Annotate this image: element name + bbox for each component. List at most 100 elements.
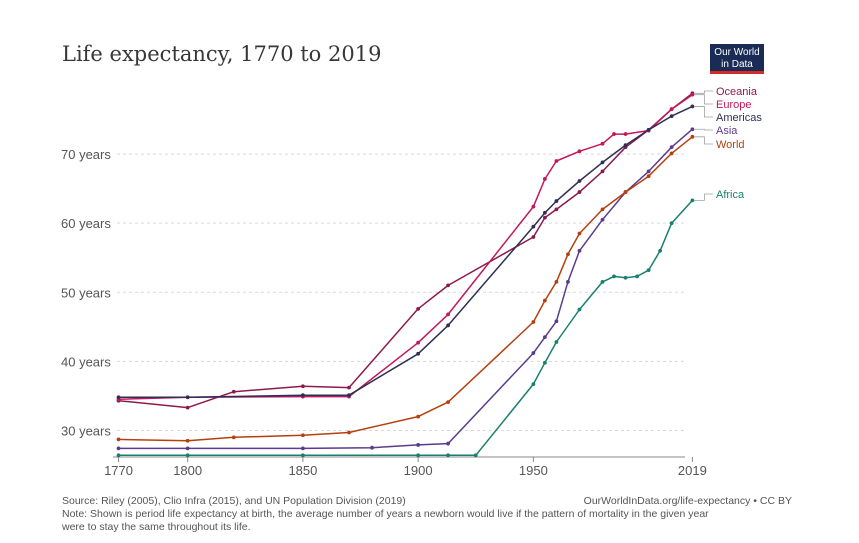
data-point-americas[interactable] [347,393,351,398]
data-point-asia[interactable] [300,446,305,451]
legend-world[interactable]: World [716,139,745,151]
data-point-asia[interactable] [600,217,605,222]
legend-africa[interactable]: Africa [716,189,745,201]
data-point-asia[interactable] [542,335,547,340]
data-point-asia[interactable] [531,351,536,355]
data-point-world[interactable] [690,134,695,139]
data-point-africa[interactable] [600,279,605,284]
data-point-asia[interactable] [554,319,559,324]
data-point-africa[interactable] [577,307,582,312]
legend-europe[interactable]: Europe [716,99,751,111]
data-point-world[interactable] [542,298,547,303]
data-point-africa[interactable] [416,453,421,458]
data-point-world[interactable] [577,231,582,236]
data-point-americas[interactable] [300,393,305,398]
series-line-europe[interactable] [118,94,693,401]
data-point-world[interactable] [116,437,121,442]
data-point-africa[interactable] [300,453,305,458]
data-point-asia[interactable] [116,446,121,451]
data-point-africa[interactable] [635,274,639,279]
data-point-asia[interactable] [416,443,421,447]
data-point-americas[interactable] [623,143,628,148]
data-point-world[interactable] [185,438,190,443]
data-point-world[interactable] [446,400,450,405]
data-point-world[interactable] [646,174,651,179]
data-point-africa[interactable] [473,453,478,458]
data-point-americas[interactable] [542,210,547,215]
data-point-europe[interactable] [669,107,674,112]
data-point-europe[interactable] [416,340,421,345]
data-point-americas[interactable] [646,128,651,132]
data-point-asia[interactable] [690,127,695,132]
legend-oceania[interactable]: Oceania [716,86,758,98]
data-point-europe[interactable] [623,132,628,136]
data-point-americas[interactable] [446,323,450,328]
data-point-europe[interactable] [531,204,536,209]
data-point-europe[interactable] [446,312,450,317]
legend-americas[interactable]: Americas [716,112,762,124]
data-point-asia[interactable] [566,279,570,284]
data-point-americas[interactable] [577,179,582,183]
data-point-asia[interactable] [577,248,582,253]
series-line-oceania[interactable] [118,92,693,409]
data-point-africa[interactable] [554,340,559,344]
data-point-europe[interactable] [690,92,695,97]
data-point-oceania[interactable] [600,169,605,174]
data-point-oceania[interactable] [446,283,450,288]
data-point-world[interactable] [600,207,605,212]
data-point-americas[interactable] [185,395,190,400]
data-point-africa[interactable] [542,360,547,365]
data-point-africa[interactable] [646,268,651,273]
series-line-americas[interactable] [118,105,693,399]
data-point-africa[interactable] [185,453,190,458]
data-point-asia[interactable] [185,446,190,451]
data-point-africa[interactable] [658,248,663,253]
data-point-world[interactable] [669,151,674,156]
data-point-asia[interactable] [446,441,450,446]
data-point-oceania[interactable] [531,235,536,239]
data-point-europe[interactable] [600,141,605,146]
data-point-africa[interactable] [116,453,121,458]
data-point-world[interactable] [300,433,305,438]
data-point-oceania[interactable] [577,190,582,194]
data-point-americas[interactable] [690,104,695,109]
legend-asia[interactable]: Asia [716,125,738,137]
data-point-europe[interactable] [577,149,582,154]
data-point-africa[interactable] [446,453,450,458]
data-point-americas[interactable] [116,395,121,400]
data-point-europe[interactable] [542,177,547,181]
data-point-oceania[interactable] [300,384,305,389]
data-point-americas[interactable] [416,351,421,356]
data-point-americas[interactable] [669,114,674,118]
series-line-world[interactable] [118,136,693,442]
footer-credit[interactable]: OurWorldInData.org/life-expectancy • CC … [584,495,792,507]
data-point-world[interactable] [347,430,351,435]
data-point-world[interactable] [623,190,628,194]
data-point-americas[interactable] [531,224,536,229]
data-point-oceania[interactable] [347,385,351,390]
data-point-oceania[interactable] [185,405,190,410]
data-point-europe[interactable] [612,132,616,136]
data-point-americas[interactable] [600,160,605,165]
data-point-africa[interactable] [623,275,628,280]
data-point-africa[interactable] [669,221,674,226]
data-point-world[interactable] [531,320,536,324]
data-point-oceania[interactable] [542,215,547,220]
data-point-africa[interactable] [690,198,695,203]
data-point-americas[interactable] [554,199,559,203]
data-point-world[interactable] [554,279,559,284]
series-line-africa[interactable] [118,199,693,457]
data-point-oceania[interactable] [554,207,559,212]
data-point-asia[interactable] [646,169,651,174]
data-point-world[interactable] [231,435,236,440]
data-point-asia[interactable] [370,445,374,450]
data-point-oceania[interactable] [416,306,421,311]
data-point-world[interactable] [416,414,421,419]
series-line-asia[interactable] [118,128,693,450]
data-point-world[interactable] [566,252,570,257]
data-point-africa[interactable] [531,382,536,387]
data-point-europe[interactable] [554,159,559,163]
data-point-africa[interactable] [612,274,616,279]
data-point-asia[interactable] [669,145,674,150]
data-point-oceania[interactable] [231,389,236,394]
